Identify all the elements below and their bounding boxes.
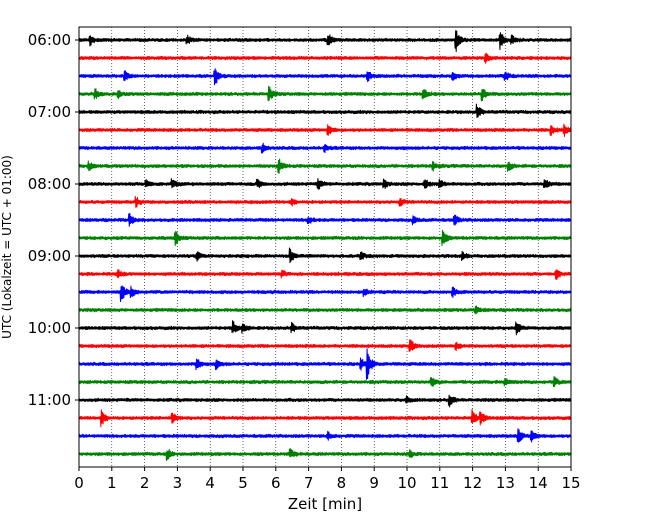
y-tick-label: 10:00 — [28, 319, 71, 337]
trace-row-0815 — [78, 195, 572, 208]
y-axis-label: UTC (Lokalzeit = UTC + 01:00) — [0, 155, 14, 339]
trace-row-1015 — [78, 339, 572, 353]
x-tick-label: 12 — [463, 474, 482, 492]
trace-row-1115 — [78, 408, 572, 428]
y-tick-label: 11:00 — [28, 391, 71, 409]
seismic-traces — [78, 30, 572, 461]
trace-row-1100 — [78, 394, 572, 408]
x-tick-label: 5 — [238, 474, 248, 492]
x-tick-label: 9 — [369, 474, 379, 492]
trace-row-0915 — [78, 269, 572, 280]
x-tick-label: 8 — [337, 474, 347, 492]
trace-row-0700 — [78, 103, 572, 118]
trace-row-1130 — [78, 428, 572, 443]
trace-row-1045 — [78, 375, 572, 388]
vertical-grid — [111, 27, 539, 467]
y-tick-label: 07:00 — [28, 103, 71, 121]
x-tick-label: 14 — [529, 474, 548, 492]
trace-row-1000 — [78, 320, 572, 336]
y-tick-label: 06:00 — [28, 31, 71, 49]
trace-row-0845 — [78, 229, 572, 247]
plot-frame — [78, 26, 572, 468]
trace-row-0600 — [78, 30, 572, 52]
trace-row-1030 — [78, 348, 572, 380]
x-axis-label: Zeit [min] — [288, 495, 362, 513]
trace-row-0945 — [78, 305, 572, 315]
x-tick-label: 11 — [430, 474, 449, 492]
y-axis-ticks: 06:00 07:00 08:00 09:00 10:00 11:00 — [28, 31, 79, 409]
x-tick-label: 13 — [496, 474, 515, 492]
x-tick-label: 15 — [561, 474, 580, 492]
x-tick-label: 3 — [173, 474, 183, 492]
x-tick-label: 7 — [304, 474, 314, 492]
y-tick-label: 08:00 — [28, 175, 71, 193]
x-tick-label: 10 — [397, 474, 416, 492]
x-tick-label: 1 — [107, 474, 117, 492]
trace-row-0615 — [78, 52, 572, 64]
trace-row-0800 — [78, 177, 572, 190]
trace-row-0715 — [78, 123, 572, 138]
x-tick-label: 0 — [74, 474, 84, 492]
x-tick-label: 4 — [205, 474, 215, 492]
x-axis-ticks: 0 1 2 3 4 5 6 7 8 9 10 11 12 13 14 15 — [74, 467, 581, 492]
trace-row-1145 — [78, 448, 572, 461]
trace-row-0745 — [78, 158, 572, 174]
trace-row-0645 — [78, 85, 572, 102]
x-tick-label: 6 — [271, 474, 281, 492]
trace-row-0930 — [78, 285, 572, 303]
trace-row-0830 — [78, 212, 572, 227]
trace-row-0630 — [78, 68, 572, 86]
trace-row-0730 — [78, 142, 572, 154]
plot-area — [78, 26, 572, 468]
trace-row-0900 — [78, 247, 572, 264]
y-tick-label: 09:00 — [28, 247, 71, 265]
x-tick-label: 2 — [140, 474, 150, 492]
